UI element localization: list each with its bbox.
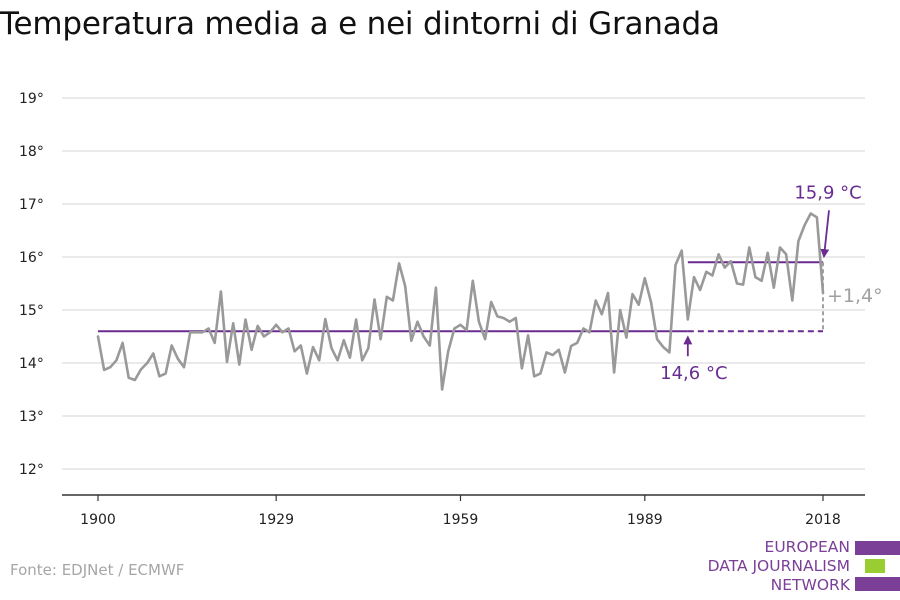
- temperature-series-line: [96, 212, 825, 391]
- recent-annotation-label: 15,9 °C: [794, 182, 861, 203]
- edjnet-logo: EUROPEAN DATA JOURNALISM NETWORK: [660, 538, 900, 600]
- x-tick-label: 2018: [805, 512, 841, 528]
- logo-bar-green: [865, 559, 885, 573]
- source-note: Fonte: EDJNet / ECMWF: [10, 561, 185, 579]
- y-tick-label: 18°: [19, 144, 44, 160]
- annotation-layer: 14,6 °C 15,9 °C +1,4°: [660, 182, 882, 384]
- series-layer: [96, 212, 825, 391]
- logo-line-european: EUROPEAN: [764, 538, 850, 556]
- baseline-annotation-label: 14,6 °C: [660, 363, 727, 384]
- x-tick-label: 1959: [443, 512, 479, 528]
- difference-label: +1,4°: [827, 285, 883, 307]
- x-tick-label: 1989: [627, 512, 663, 528]
- y-tick-label: 15°: [19, 303, 44, 319]
- y-tick-label: 13°: [19, 409, 44, 425]
- logo-line-data-journalism: DATA JOURNALISM: [707, 557, 850, 575]
- y-tick-label: 17°: [19, 197, 44, 213]
- grid-layer: [62, 97, 865, 470]
- y-tick-label: 16°: [19, 250, 44, 266]
- x-tick-label: 1900: [80, 512, 116, 528]
- axis-layer: 12° 13° 14° 15° 16° 17° 18° 19° 1900 1929 1959 1989…: [19, 91, 865, 528]
- y-tick-label: 12°: [19, 462, 44, 478]
- logo-bar-purple-bottom: [855, 577, 900, 591]
- logo-line-network: NETWORK: [770, 576, 850, 594]
- recent-annotation-arrow: [820, 210, 830, 259]
- x-tick-label: 1929: [258, 512, 294, 528]
- logo-bar-purple-top: [855, 541, 900, 555]
- y-tick-label: 19°: [19, 91, 44, 107]
- y-tick-label: 14°: [19, 356, 44, 372]
- chart-title: Temperatura media a e nei dintorni di Gr…: [0, 6, 720, 42]
